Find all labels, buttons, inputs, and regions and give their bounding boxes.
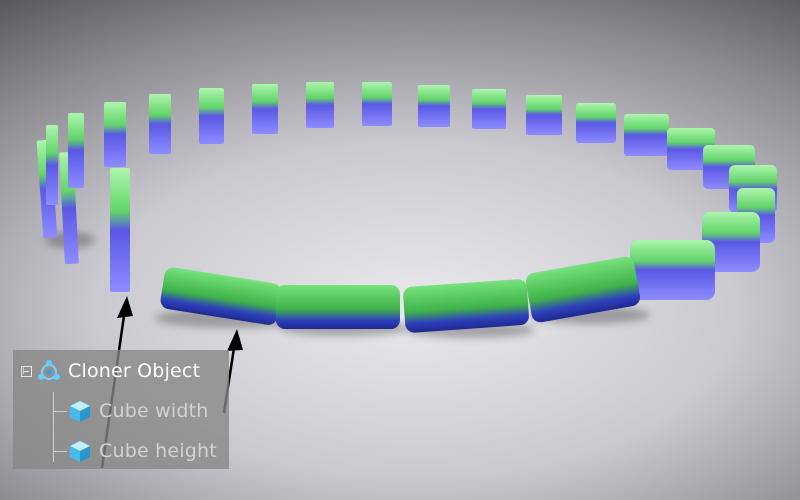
tree-item-cloner-object[interactable]: Cloner Object	[13, 354, 200, 388]
collapse-toggle-icon[interactable]	[21, 365, 32, 377]
tree-line	[53, 392, 54, 462]
block-cubes	[160, 256, 641, 333]
cube-icon	[70, 441, 90, 462]
tree-item-cube-height[interactable]: Cube height	[67, 434, 217, 468]
tree-item-label: Cube width	[99, 400, 209, 422]
tree-item-label: Cube height	[99, 440, 217, 462]
object-tree-panel: Cloner Object Cube width Cube height	[13, 350, 229, 469]
tree-line	[53, 451, 67, 452]
cloner-icon	[38, 360, 60, 380]
tree-item-label: Cloner Object	[68, 360, 201, 382]
tree-line	[53, 411, 67, 412]
cube-icon	[70, 401, 90, 422]
tree-item-cube-width[interactable]: Cube width	[67, 394, 208, 428]
pillar-cubes	[36, 82, 777, 300]
tree-line	[23, 366, 24, 374]
